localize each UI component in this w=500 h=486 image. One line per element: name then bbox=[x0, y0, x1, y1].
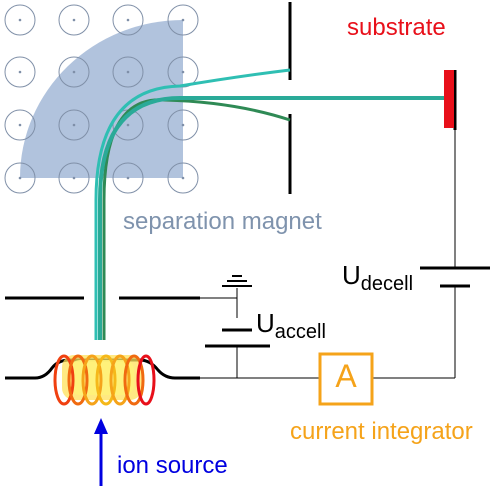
substrate bbox=[444, 70, 454, 128]
u-accell-subscript: accell bbox=[274, 321, 326, 343]
field-dot bbox=[18, 70, 22, 74]
field-circle bbox=[112, 56, 144, 88]
beam-light-ions bbox=[94, 68, 291, 340]
field-circle bbox=[112, 162, 144, 194]
decell-battery bbox=[420, 266, 490, 288]
field-circle bbox=[4, 4, 36, 36]
u-decell-main: U bbox=[342, 260, 361, 290]
field-dot bbox=[18, 123, 22, 127]
ion-beams bbox=[94, 68, 444, 340]
u-accell-label: Uaccell bbox=[256, 308, 326, 343]
field-circle bbox=[167, 162, 199, 194]
ammeter-box bbox=[318, 352, 374, 406]
field-circle bbox=[4, 56, 36, 88]
ion-source-arrow bbox=[94, 418, 108, 486]
field-circle bbox=[58, 4, 90, 36]
field-dot bbox=[126, 18, 130, 22]
field-circle bbox=[58, 109, 90, 141]
u-accell-main: U bbox=[256, 308, 275, 338]
ammeter-symbol: A bbox=[335, 358, 357, 394]
current-integrator-label: current integrator bbox=[290, 418, 473, 445]
field-dot bbox=[72, 123, 76, 127]
field-dot bbox=[72, 70, 76, 74]
u-decell-subscript: decell bbox=[360, 273, 414, 295]
field-circle bbox=[167, 109, 199, 141]
field-dot bbox=[181, 176, 185, 180]
field-circle bbox=[58, 162, 90, 194]
magnetic-field-grid bbox=[4, 4, 199, 194]
field-dot bbox=[18, 176, 22, 180]
field-circle bbox=[4, 162, 36, 194]
field-dot bbox=[181, 123, 185, 127]
ground-symbol bbox=[222, 275, 252, 287]
field-dot bbox=[126, 123, 130, 127]
field-circle bbox=[4, 109, 36, 141]
circuit-wires bbox=[200, 128, 456, 379]
field-circle bbox=[112, 4, 144, 36]
field-dot bbox=[126, 70, 130, 74]
substrate-label: substrate bbox=[347, 14, 446, 41]
field-dot bbox=[72, 176, 76, 180]
ion-source-coil bbox=[53, 354, 156, 406]
field-dot bbox=[72, 18, 76, 22]
accel-battery bbox=[205, 328, 270, 348]
separation-magnet-label: separation magnet bbox=[123, 208, 322, 235]
field-dot bbox=[181, 70, 185, 74]
field-dot bbox=[126, 176, 130, 180]
field-circle bbox=[167, 4, 199, 36]
field-dot bbox=[18, 18, 22, 22]
field-dot bbox=[181, 18, 185, 22]
ion-source-label: ion source bbox=[117, 452, 228, 479]
beam-main-ions bbox=[98, 96, 444, 340]
u-decell-label: Udecell bbox=[342, 260, 413, 295]
separation-magnet-field bbox=[20, 20, 183, 178]
field-circle bbox=[58, 56, 90, 88]
